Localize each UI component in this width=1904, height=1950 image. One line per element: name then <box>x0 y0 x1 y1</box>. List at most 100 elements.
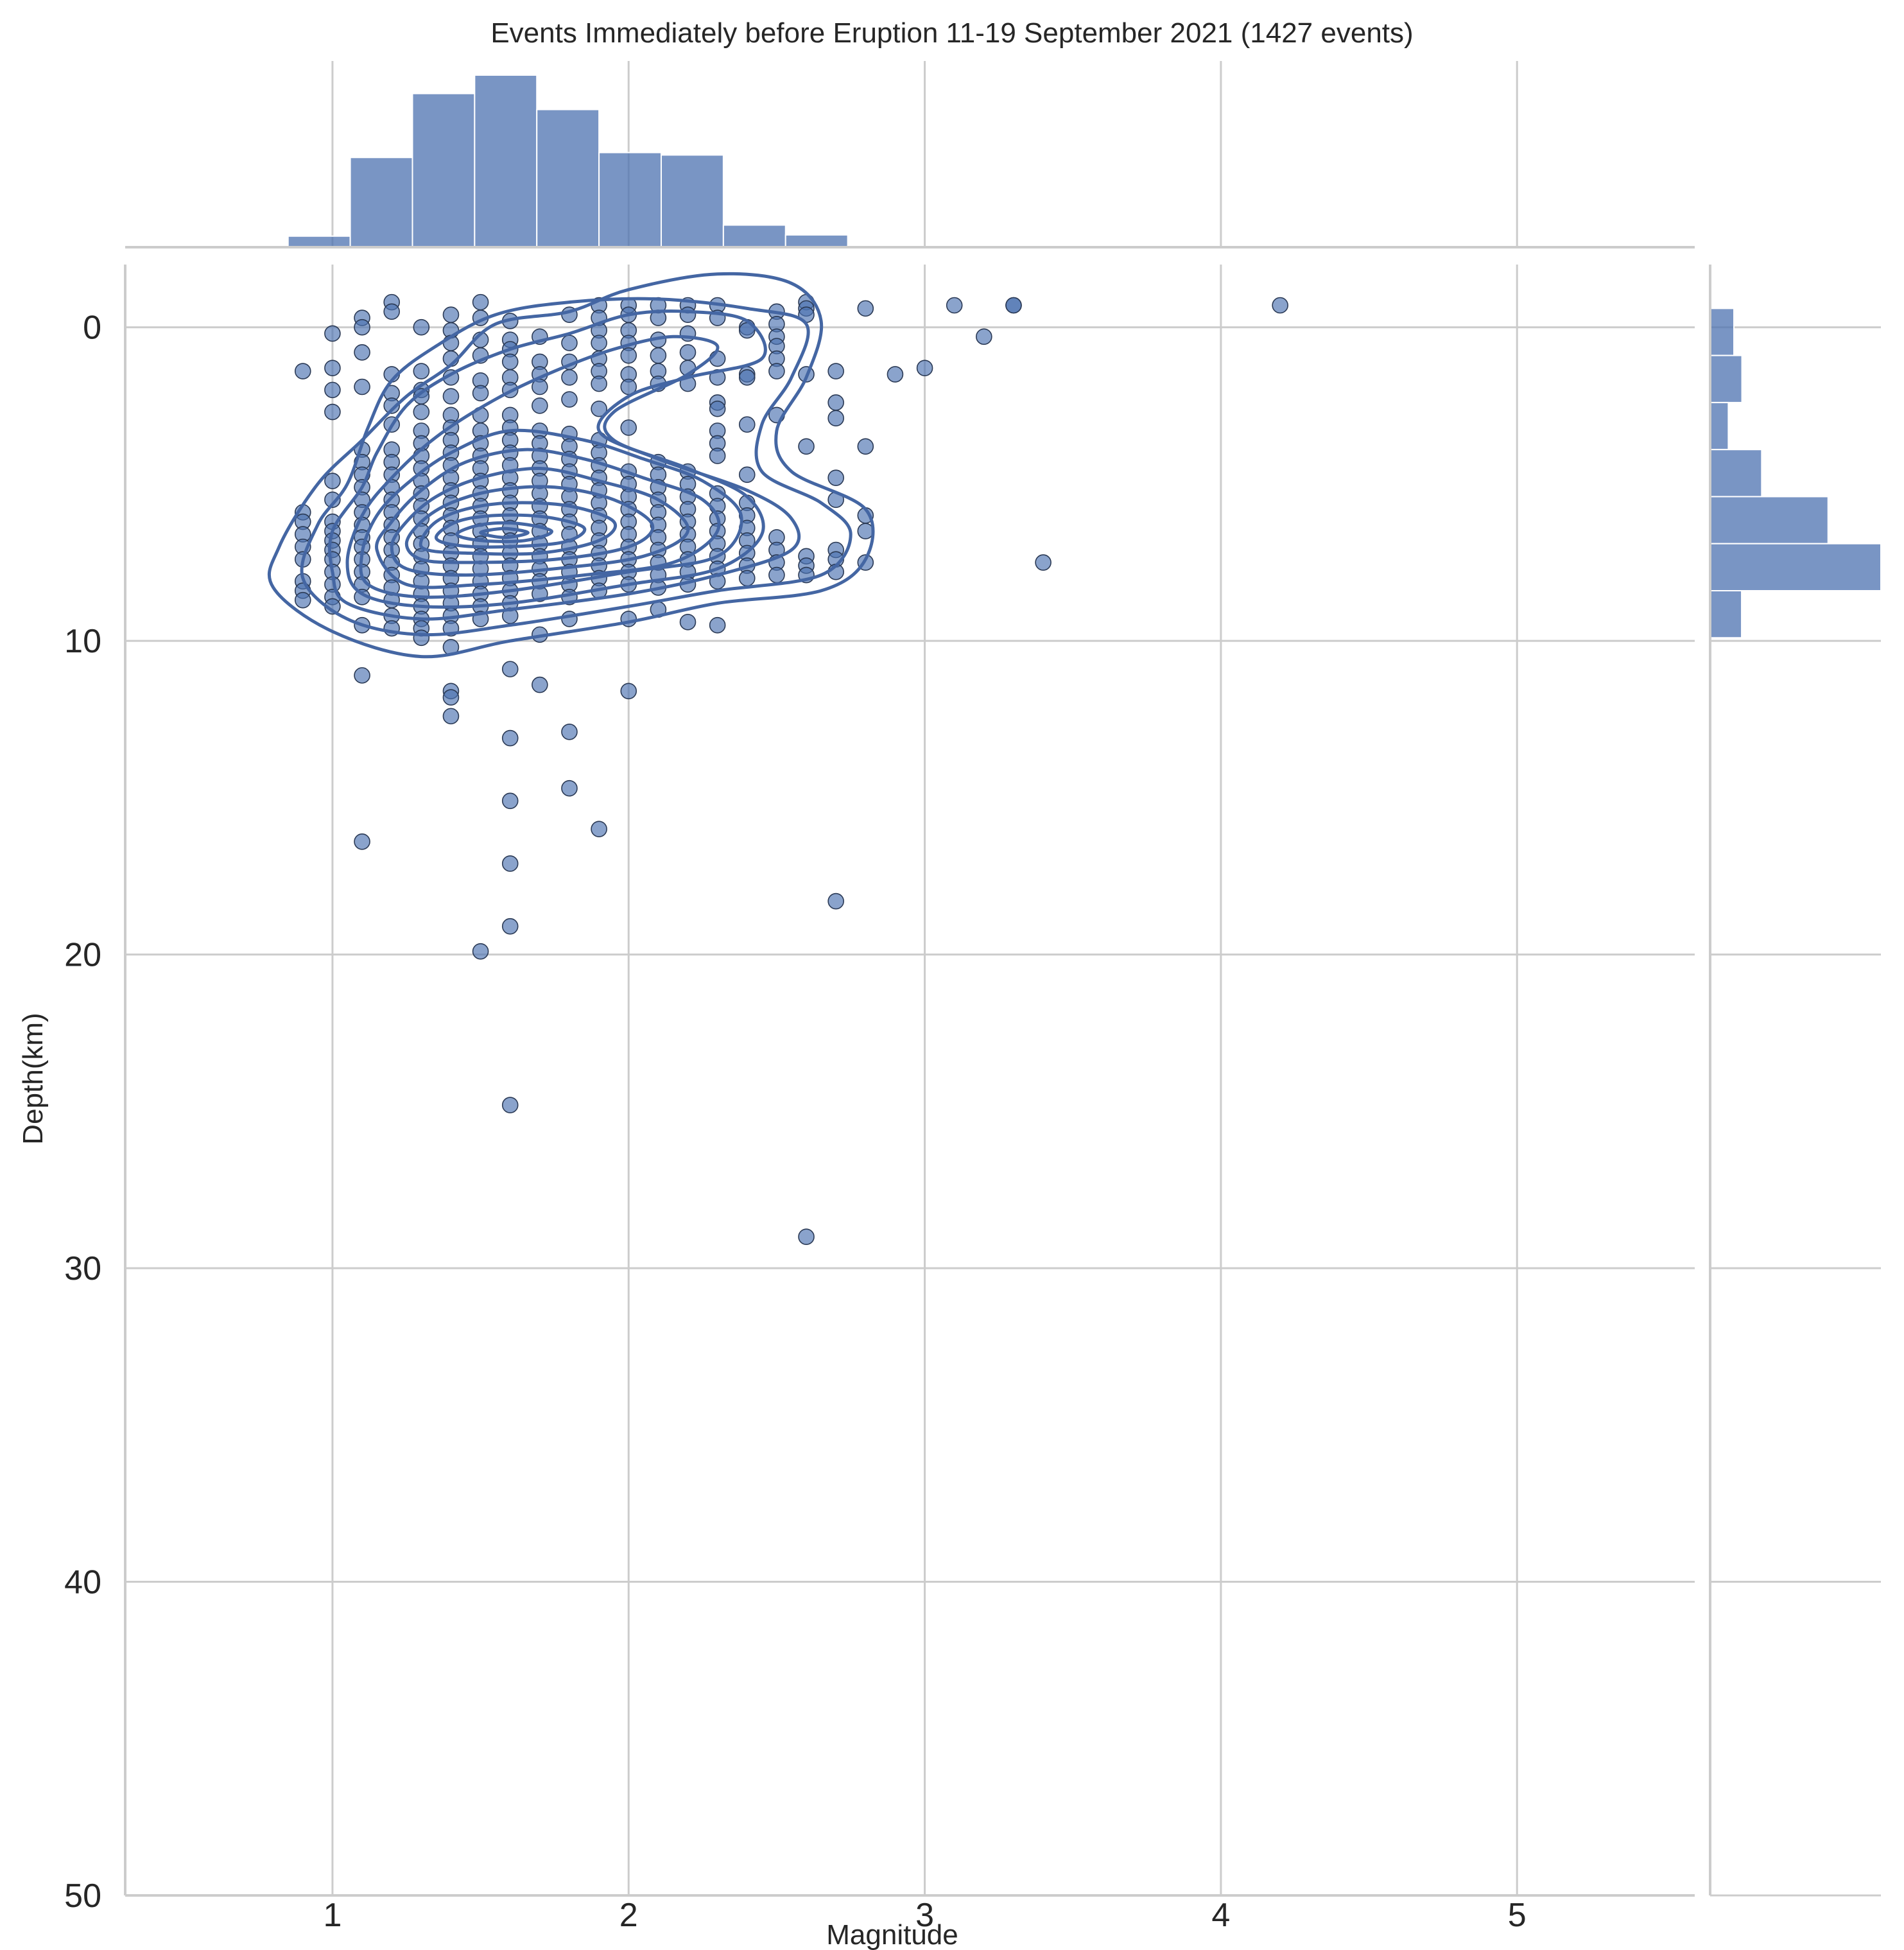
x-tick-labels: 1 2 3 4 5 <box>323 1897 1526 1934</box>
kde-contour <box>267 272 875 659</box>
right-hist-bar <box>1709 308 1735 356</box>
top-hist-bar <box>287 235 351 248</box>
scatter-point <box>354 344 370 361</box>
scatter-point <box>709 400 726 417</box>
scatter-point <box>976 328 992 345</box>
scatter-point <box>383 303 400 320</box>
scatter-point <box>472 943 489 960</box>
scatter-point <box>501 855 519 872</box>
scatter-point <box>324 403 341 421</box>
scatter-point <box>472 293 489 311</box>
kde-contour <box>404 485 655 564</box>
scatter-point <box>442 689 460 706</box>
scatter-point <box>501 1097 519 1113</box>
scatter-point <box>857 523 874 539</box>
y-tick-label: 40 <box>64 1564 101 1601</box>
y-axis-label: Depth(km) <box>17 1013 49 1144</box>
x-tick-label: 5 <box>1508 1897 1527 1934</box>
scatter-point <box>857 438 874 455</box>
depth-histogram <box>1709 265 1882 1897</box>
scatter-point <box>561 369 578 386</box>
scatter-point <box>620 683 637 700</box>
scatter-point <box>324 491 341 509</box>
right-hist-bar <box>1709 449 1763 498</box>
scatter-point <box>916 360 933 376</box>
right-hist-bar <box>1709 590 1743 639</box>
kde-contour <box>345 335 765 609</box>
scatter-point <box>294 363 311 379</box>
scatter-point <box>709 616 726 634</box>
scatter-point <box>768 363 785 379</box>
y-tick-labels: 0 10 20 30 40 50 <box>64 309 101 1915</box>
scatter-point <box>738 570 756 587</box>
top-hist-bar <box>536 109 600 248</box>
scatter-point <box>324 325 341 342</box>
scatter-point <box>294 591 311 609</box>
scatter-point <box>679 614 697 631</box>
scatter-point <box>324 473 341 489</box>
kde-contour <box>375 448 721 589</box>
right-hist-grid <box>1710 326 1881 1897</box>
scatter-point <box>413 363 430 379</box>
scatter-point <box>501 661 519 677</box>
y-tick-label: 20 <box>64 937 101 974</box>
x-tick-label: 2 <box>619 1897 638 1934</box>
y-tick-label: 50 <box>64 1877 101 1915</box>
top-hist-bar <box>474 74 538 248</box>
scatter-point <box>354 667 370 684</box>
scatter-point <box>413 403 430 421</box>
top-hist-bars <box>287 74 911 248</box>
scatter-point <box>709 448 726 464</box>
scatter-point <box>768 566 785 584</box>
scatter-point <box>442 306 460 323</box>
scatter-point <box>383 397 400 414</box>
y-tick-label: 0 <box>83 309 101 347</box>
x-tick-label: 1 <box>323 1897 342 1934</box>
right-hist-bar <box>1709 401 1729 451</box>
scatter-point <box>679 344 697 361</box>
scatter-point <box>620 347 637 364</box>
scatter-point <box>561 611 578 627</box>
scatter-point <box>1005 297 1022 314</box>
scatter-point <box>413 318 430 336</box>
scatter-point <box>591 821 607 838</box>
top-hist-bar <box>660 154 724 248</box>
scatter-point <box>1035 554 1052 571</box>
scatter-point <box>442 708 460 725</box>
scatter-point <box>857 300 874 317</box>
top-hist-bar <box>411 92 476 248</box>
x-tick-label: 3 <box>915 1897 934 1934</box>
right-hist-bar <box>1709 496 1829 544</box>
scatter-point <box>501 353 519 370</box>
scatter-point <box>354 318 370 336</box>
scatter-point <box>827 892 844 910</box>
scatter-point <box>413 629 430 647</box>
kde-contour <box>479 527 530 539</box>
y-tick-label: 10 <box>64 623 101 660</box>
top-hist-bar <box>722 224 786 248</box>
top-hist-bar <box>598 152 662 248</box>
scatter-point <box>738 416 756 433</box>
joint-axes: 1 2 3 4 5 0 10 20 30 40 50 <box>64 265 1695 1934</box>
scatter-point <box>679 306 697 323</box>
scatter-point <box>591 400 607 417</box>
scatter-point <box>591 335 607 351</box>
scatter-point <box>561 335 578 351</box>
scatter-point <box>324 360 341 376</box>
x-tick-label: 4 <box>1211 1897 1230 1934</box>
scatter-point <box>887 366 904 383</box>
scatter-point <box>620 419 637 436</box>
scatter-point <box>738 369 756 386</box>
top-hist-bar <box>784 234 849 248</box>
right-hist-bar <box>1709 543 1882 592</box>
scatter-point <box>561 724 578 740</box>
scatter-point <box>827 469 844 486</box>
kde-contour <box>390 466 690 577</box>
magnitude-histogram <box>125 61 1695 248</box>
scatter-point <box>561 779 578 797</box>
scatter-point <box>501 729 519 747</box>
scatter-point <box>738 466 756 483</box>
scatter-point <box>827 410 844 427</box>
right-hist-bar <box>1709 354 1743 403</box>
